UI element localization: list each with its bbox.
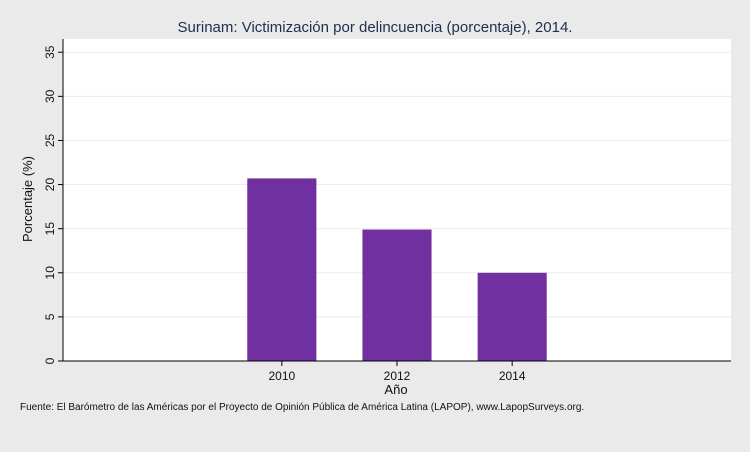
y-tick-label: 15 — [43, 222, 57, 236]
chart-title: Surinam: Victimización por delincuencia … — [178, 19, 573, 36]
y-tick-label: 5 — [43, 313, 57, 320]
y-axis-label: Porcentaje (%) — [20, 156, 35, 242]
y-tick-label: 30 — [43, 89, 57, 103]
bar-2012 — [362, 229, 432, 361]
bars — [247, 178, 547, 361]
x-tick-label: 2012 — [384, 369, 411, 383]
x-tick-label: 2014 — [499, 369, 526, 383]
y-tick-label: 35 — [43, 45, 57, 59]
y-tick-label: 10 — [43, 266, 57, 280]
source-note: Fuente: El Barómetro de las Américas por… — [20, 402, 584, 413]
x-axis-label: Año — [384, 382, 407, 397]
x-ticks: 2010 2012 2014 — [268, 361, 526, 383]
y-tick-label: 25 — [43, 133, 57, 147]
y-tick-label: 20 — [43, 178, 57, 192]
x-tick-label: 2010 — [268, 369, 295, 383]
bar-2010 — [247, 178, 317, 361]
y-tick-label: 0 — [43, 357, 57, 364]
y-ticks: 0 5 10 15 20 25 30 35 — [43, 45, 63, 364]
bar-2014 — [477, 272, 547, 361]
